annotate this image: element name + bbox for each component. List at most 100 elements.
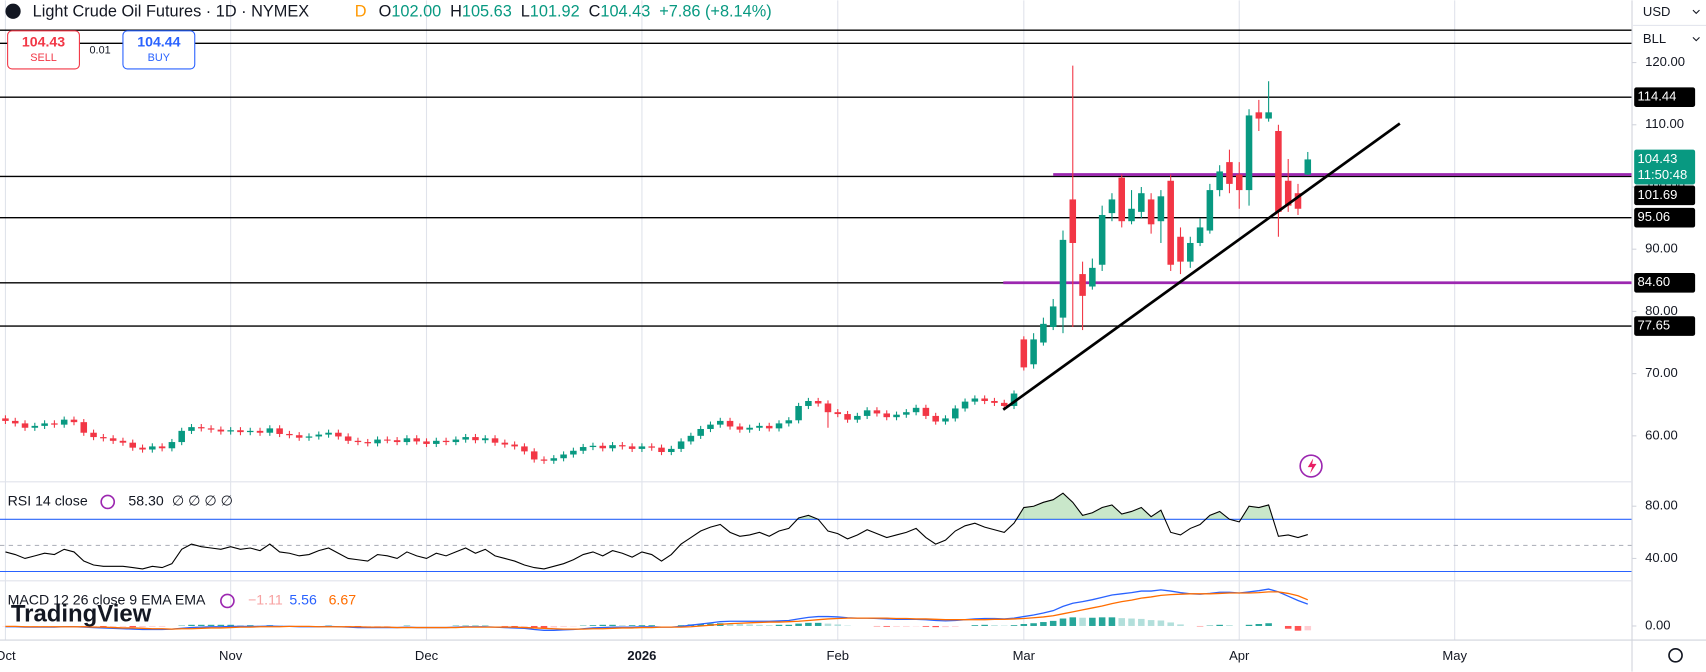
y-tick-label: 60.00 bbox=[1645, 427, 1678, 442]
macd-histogram-bar bbox=[217, 624, 225, 626]
candle-body bbox=[736, 426, 744, 430]
ohlc-key: C bbox=[589, 3, 601, 21]
candle-body bbox=[677, 441, 685, 449]
macd-histogram-bar bbox=[1226, 625, 1233, 626]
indicator-icon[interactable] bbox=[100, 494, 116, 510]
candle-body bbox=[315, 434, 323, 437]
candle-body bbox=[246, 430, 254, 433]
macd-histogram-bar bbox=[765, 625, 773, 626]
alert-icon[interactable] bbox=[1299, 454, 1323, 478]
candle-body bbox=[413, 438, 420, 442]
sell-price[interactable]: 104.43 bbox=[22, 34, 65, 50]
candle-body bbox=[707, 424, 714, 429]
candle-body bbox=[1147, 199, 1155, 225]
price-label-bg bbox=[1634, 185, 1696, 206]
macd-histogram-bar bbox=[1128, 618, 1135, 626]
settings-icon[interactable] bbox=[1668, 647, 1683, 663]
macd-histogram-bar bbox=[599, 624, 607, 626]
candle-body bbox=[1294, 193, 1302, 209]
candle-body bbox=[854, 415, 861, 420]
candle-body bbox=[648, 446, 655, 448]
alert-bolt[interactable] bbox=[1307, 458, 1317, 474]
ohlc-key: O bbox=[379, 3, 392, 21]
buy-box[interactable] bbox=[122, 30, 196, 70]
candle-body bbox=[511, 444, 518, 447]
logo: TradingView bbox=[11, 600, 152, 627]
macd-histogram-bar bbox=[1040, 622, 1047, 626]
candle-body bbox=[198, 427, 205, 429]
macd-histogram-bar bbox=[805, 622, 812, 626]
symbol-icon bbox=[5, 3, 21, 19]
candle-body bbox=[1245, 115, 1253, 191]
candle-body bbox=[423, 441, 430, 444]
candle-body bbox=[217, 429, 225, 432]
macd-histogram-bar bbox=[795, 623, 802, 626]
candle-body bbox=[1275, 130, 1282, 212]
indicator-icon[interactable] bbox=[220, 593, 235, 609]
candle-body bbox=[1157, 196, 1165, 222]
candle-body bbox=[668, 448, 675, 453]
candle-body bbox=[295, 435, 303, 438]
buy-label[interactable]: BUY bbox=[148, 52, 171, 64]
macd-histogram-bar bbox=[756, 624, 763, 626]
candle-body bbox=[599, 445, 607, 449]
macd-histogram-bar bbox=[1138, 618, 1145, 626]
candle-body bbox=[100, 437, 107, 439]
candle-body bbox=[1216, 171, 1223, 191]
macd-histogram-bar bbox=[648, 625, 655, 626]
sell-button[interactable]: 104.43 SELL bbox=[7, 30, 80, 70]
macd-histogram-bar bbox=[1265, 623, 1272, 626]
candle-body bbox=[149, 446, 156, 450]
macd-histogram-bar bbox=[1157, 620, 1165, 626]
macd-histogram-bar bbox=[1108, 617, 1116, 626]
buy-button[interactable]: 104.44 BUY bbox=[122, 30, 196, 70]
candle-body bbox=[139, 447, 146, 450]
candle-body bbox=[775, 423, 783, 429]
candle-body bbox=[335, 432, 342, 437]
y-tick-label: 80.00 bbox=[1645, 498, 1678, 513]
price-label: 104.43 bbox=[1637, 151, 1677, 166]
candle-body bbox=[658, 447, 665, 453]
candle-body bbox=[90, 432, 97, 438]
candle-body bbox=[1069, 199, 1077, 243]
candle-body bbox=[1010, 393, 1018, 406]
currency[interactable]: USD bbox=[1643, 4, 1671, 19]
unit[interactable]: BLL bbox=[1643, 31, 1666, 46]
candle-body bbox=[952, 408, 959, 419]
macd-histogram-bar bbox=[188, 624, 195, 626]
macd-histogram-bar bbox=[1098, 617, 1106, 626]
candle-body bbox=[364, 442, 372, 444]
candle-body bbox=[31, 425, 39, 428]
candle-body bbox=[1138, 193, 1145, 212]
candle-body bbox=[491, 438, 499, 443]
buy-price[interactable]: 104.44 bbox=[137, 34, 180, 50]
rsi-extra: ∅ ∅ ∅ ∅ bbox=[172, 493, 233, 509]
candle-body bbox=[638, 446, 646, 449]
sell-label[interactable]: SELL bbox=[30, 52, 57, 64]
macd-histogram-bar bbox=[530, 625, 538, 628]
candle-body bbox=[1079, 274, 1086, 296]
macd-histogram-bar bbox=[932, 625, 939, 628]
signal-line bbox=[5, 591, 1309, 630]
candle-body bbox=[903, 412, 910, 415]
candle-body bbox=[1098, 214, 1106, 265]
ohlc-key: H bbox=[450, 3, 462, 21]
y-tick-label: 90.00 bbox=[1645, 241, 1678, 256]
macd-histogram-bar bbox=[139, 625, 146, 628]
change: +7.86 (+8.14%) bbox=[659, 3, 771, 21]
candle-body bbox=[237, 430, 244, 433]
chevron[interactable] bbox=[1692, 9, 1700, 15]
macd-histogram-bar bbox=[100, 625, 107, 627]
rsi-line bbox=[5, 492, 1308, 570]
price-label-bg bbox=[1634, 149, 1696, 185]
candle-body bbox=[286, 433, 293, 436]
ohlc-value: 104.43 bbox=[600, 3, 650, 21]
macd-histogram-bar bbox=[1010, 625, 1018, 626]
candle-body bbox=[256, 430, 264, 433]
chevron[interactable] bbox=[1692, 36, 1700, 42]
candle-body bbox=[844, 414, 851, 420]
macd-histogram-bar bbox=[550, 625, 558, 628]
sell-box[interactable] bbox=[7, 30, 80, 70]
macd-histogram-bar bbox=[227, 624, 234, 626]
